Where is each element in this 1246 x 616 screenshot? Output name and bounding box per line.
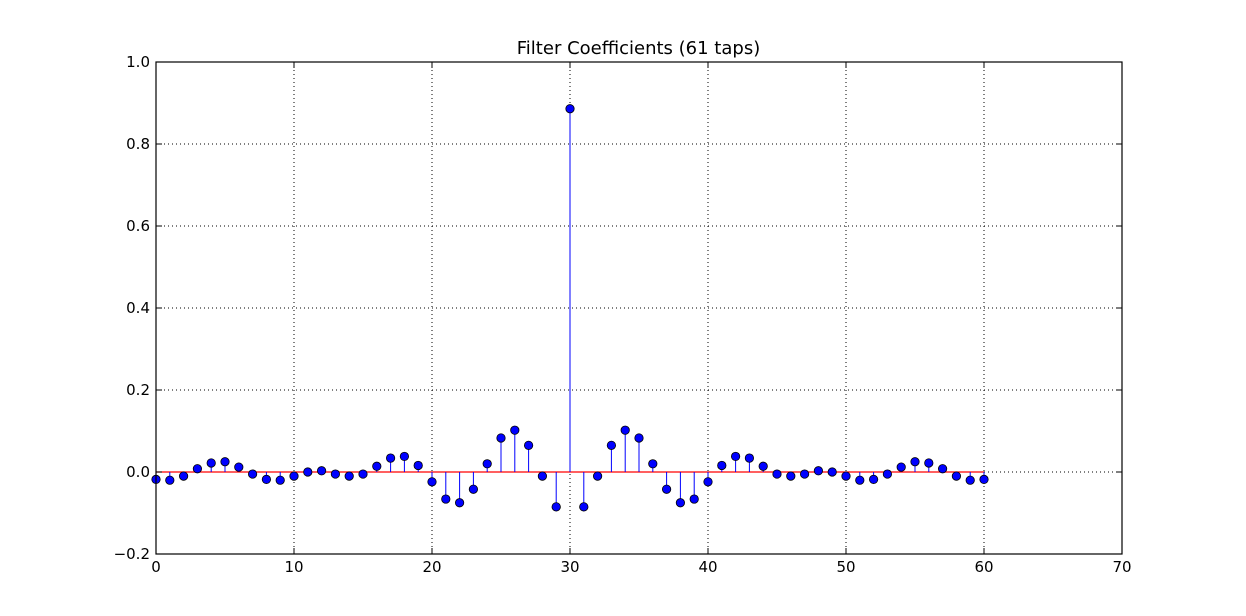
data-point — [689, 494, 699, 504]
data-point — [799, 469, 810, 479]
data-point — [399, 451, 409, 462]
axis-layer — [155, 61, 1123, 555]
data-point — [910, 457, 920, 467]
data-point — [441, 494, 451, 504]
data-point — [648, 459, 658, 469]
data-point — [896, 462, 906, 472]
y-tick-label: 1.0 — [126, 53, 150, 71]
data-point — [813, 466, 824, 476]
data-point — [965, 475, 975, 485]
data-point — [275, 475, 285, 485]
data-point — [703, 477, 713, 487]
data-point — [344, 471, 354, 481]
data-point — [413, 460, 423, 471]
chart-title: Filter Coefficients (61 taps) — [517, 38, 760, 59]
data-point — [565, 104, 575, 114]
data-point — [496, 433, 506, 443]
x-tick-label: 60 — [974, 558, 993, 576]
y-tick-label: 0.8 — [126, 135, 150, 153]
data-point — [855, 475, 865, 485]
data-point — [937, 464, 948, 474]
y-tick-label: 0.0 — [126, 463, 150, 481]
data-point — [592, 471, 603, 481]
data-point — [454, 498, 465, 508]
data-point — [316, 466, 327, 476]
data-point — [661, 484, 672, 494]
data-point — [951, 471, 962, 481]
data-point — [220, 457, 230, 467]
data-point — [744, 453, 755, 463]
data-point — [758, 461, 768, 471]
x-tick-label: 50 — [836, 558, 855, 576]
data-point — [551, 502, 561, 512]
y-tick-label: 0.6 — [126, 217, 150, 235]
x-tick-label: 20 — [422, 558, 441, 576]
data-point — [620, 425, 630, 435]
data-point — [234, 462, 244, 472]
y-tick-label: 0.4 — [126, 299, 150, 317]
data-point — [427, 477, 437, 487]
data-point — [579, 502, 589, 512]
data-point — [786, 471, 796, 481]
data-point — [868, 474, 879, 484]
data-point — [468, 484, 478, 494]
data-point — [358, 469, 368, 479]
data-point — [192, 464, 202, 474]
tick-label-layer: 0 10 20 30 40 50 60 70 −0.2 0.0 0.2 0.4 0.6 0.8 1.0 — [114, 53, 1132, 576]
data-point — [772, 469, 782, 479]
data-point — [372, 461, 382, 471]
data-point — [523, 440, 534, 450]
x-tick-label: 70 — [1112, 558, 1131, 576]
data-point — [248, 469, 258, 479]
data-point — [510, 425, 520, 435]
data-point — [979, 474, 989, 484]
data-point — [675, 498, 686, 508]
data-point — [289, 471, 299, 481]
data-point — [841, 471, 851, 481]
y-tick-label: 0.2 — [126, 381, 150, 399]
data-point — [206, 458, 216, 468]
data-point — [882, 469, 893, 479]
data-point — [385, 453, 396, 463]
x-tick-label: 40 — [698, 558, 717, 576]
data-point — [303, 467, 313, 477]
data-point — [179, 471, 189, 481]
data-point — [606, 440, 617, 450]
data-point — [634, 433, 644, 443]
data-point — [165, 475, 175, 485]
x-tick-label: 10 — [284, 558, 303, 576]
data-point — [717, 460, 727, 471]
marker-layer — [151, 104, 989, 512]
y-tick-label: −0.2 — [114, 545, 150, 563]
x-tick-label: 0 — [151, 558, 161, 576]
data-point — [537, 471, 548, 481]
data-point — [261, 474, 271, 484]
data-point — [730, 451, 741, 462]
data-point — [482, 459, 492, 469]
data-point — [924, 458, 934, 468]
x-tick-label: 30 — [560, 558, 579, 576]
data-point — [827, 467, 837, 477]
grid-layer — [155, 61, 1123, 555]
data-point — [330, 469, 340, 479]
